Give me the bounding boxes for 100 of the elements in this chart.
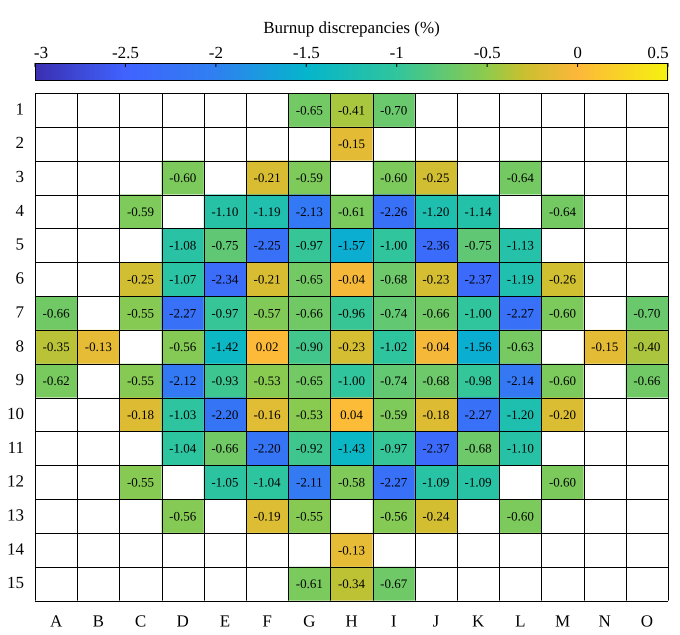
- data-label: -1.02: [380, 339, 408, 354]
- color-bar-label: -2: [208, 43, 223, 62]
- data-label: -0.97: [380, 440, 408, 456]
- data-label: -1.00: [380, 238, 408, 253]
- data-label: -2.37: [464, 272, 492, 287]
- color-bar-label: -1: [390, 43, 404, 62]
- y-tick-label: 2: [16, 133, 24, 152]
- data-label: -0.65: [296, 102, 323, 118]
- data-label: -1.04: [169, 440, 197, 456]
- data-label: -0.55: [126, 373, 154, 388]
- data-label: -0.59: [296, 170, 323, 186]
- data-label: -0.66: [211, 440, 239, 456]
- x-tick-label: M: [554, 611, 570, 630]
- data-label: -1.10: [506, 440, 534, 456]
- data-label: -1.19: [506, 272, 534, 287]
- y-tick-label: 10: [7, 404, 24, 423]
- data-label: -0.21: [254, 272, 281, 287]
- data-label: -2.26: [380, 204, 408, 219]
- data-label: -0.74: [380, 373, 408, 388]
- y-tick-label: 6: [16, 268, 24, 288]
- data-label: -0.25: [126, 272, 154, 287]
- data-label: -0.67: [380, 576, 408, 592]
- x-tick-label: N: [598, 611, 611, 630]
- data-label: -0.55: [126, 474, 154, 490]
- data-label: -1.10: [211, 204, 238, 219]
- data-label: -0.74: [380, 305, 408, 320]
- data-label: 0.02: [256, 339, 278, 354]
- color-bar-label: -2.5: [112, 43, 139, 62]
- y-tick-label: 9: [16, 370, 24, 390]
- y-tick-label: 4: [16, 200, 24, 220]
- data-label: -0.18: [422, 406, 450, 422]
- data-label: -0.35: [42, 339, 70, 354]
- data-label: -0.97: [211, 305, 239, 320]
- data-label: -0.59: [126, 204, 154, 219]
- data-label: -0.92: [296, 440, 323, 456]
- data-label: -0.58: [338, 474, 366, 490]
- data-label: -2.11: [296, 474, 323, 490]
- x-tick-label: I: [390, 611, 397, 630]
- data-label: -0.23: [422, 272, 450, 287]
- x-tick-label: B: [92, 611, 104, 630]
- data-label: -2.13: [296, 204, 323, 219]
- data-label: -2.36: [422, 238, 450, 253]
- data-label: -0.61: [296, 576, 323, 592]
- data-label: -2.34: [211, 272, 239, 287]
- data-label: -0.65: [296, 373, 323, 388]
- data-label: -0.60: [548, 474, 576, 490]
- y-tick-label: 11: [8, 438, 24, 457]
- data-label: -0.23: [338, 339, 366, 354]
- data-label: -0.13: [338, 542, 366, 558]
- color-bar-title: Burnup discrepancies (%): [263, 18, 440, 37]
- data-label: -1.00: [464, 305, 492, 320]
- data-label: -0.64: [548, 204, 577, 219]
- y-tick-label: 7: [16, 302, 24, 322]
- data-label: -0.57: [254, 305, 282, 320]
- data-label: 0.04: [340, 406, 364, 422]
- data-label: -0.60: [380, 170, 408, 186]
- data-label: -2.37: [422, 440, 450, 456]
- data-label: -0.56: [169, 508, 197, 524]
- data-label: -0.24: [422, 508, 450, 524]
- data-label: -2.20: [254, 440, 281, 456]
- data-label: -0.60: [506, 508, 534, 524]
- y-tick-label: 3: [16, 167, 24, 186]
- data-label: -0.15: [591, 339, 618, 354]
- data-label: -0.56: [380, 508, 408, 524]
- data-label: -0.75: [464, 238, 492, 253]
- data-label: -1.42: [211, 339, 238, 354]
- data-label: -2.12: [169, 373, 196, 388]
- data-label: -1.43: [338, 440, 366, 456]
- y-tick-label: 1: [16, 99, 24, 118]
- data-label: -2.27: [506, 305, 534, 320]
- data-label: -1.04: [254, 474, 282, 490]
- data-label: -0.41: [338, 102, 366, 118]
- data-label: -2.27: [464, 406, 492, 422]
- data-label: -0.96: [338, 305, 366, 320]
- data-label: -1.09: [422, 474, 450, 490]
- data-label: -1.07: [169, 272, 197, 287]
- x-tick-label: A: [50, 611, 63, 630]
- color-bar-label: 0.5: [647, 43, 669, 62]
- x-tick-label: D: [176, 611, 189, 630]
- data-label: -0.53: [254, 373, 281, 388]
- data-label: -0.34: [338, 576, 366, 592]
- data-label: -1.19: [254, 204, 281, 219]
- y-tick-label: 14: [7, 539, 24, 558]
- data-label: -0.65: [296, 272, 323, 287]
- data-label: -0.60: [169, 170, 196, 186]
- data-label: -1.14: [464, 204, 492, 219]
- data-label: -0.15: [338, 136, 366, 152]
- data-label: -0.70: [380, 102, 408, 118]
- data-label: -0.90: [296, 339, 323, 354]
- data-label: -1.20: [422, 204, 450, 219]
- data-label: -1.00: [338, 373, 366, 388]
- data-label: -0.62: [42, 373, 70, 388]
- y-tick-label: 13: [7, 505, 24, 524]
- x-tick-label: E: [220, 611, 230, 630]
- y-tick-label: 8: [16, 336, 24, 356]
- x-tick-label: L: [515, 611, 526, 630]
- color-bar-label: -0.5: [474, 43, 501, 62]
- data-label: -0.13: [84, 339, 112, 354]
- data-label: -0.20: [548, 406, 576, 422]
- data-label: -0.66: [296, 305, 324, 320]
